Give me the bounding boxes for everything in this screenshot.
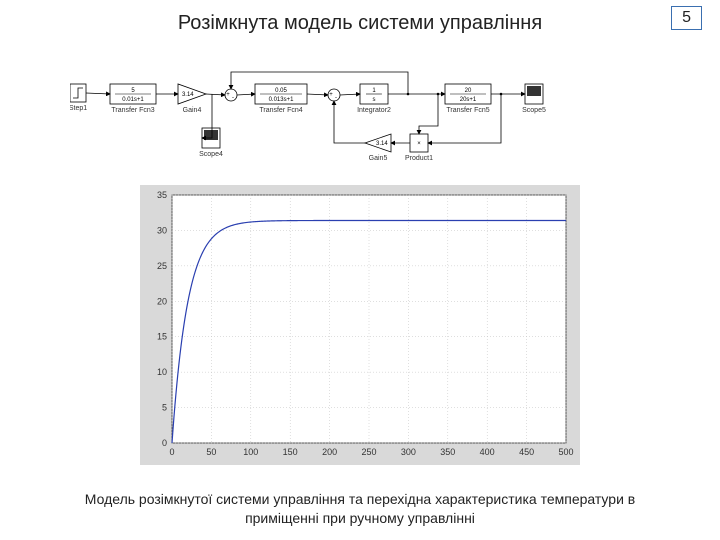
svg-text:Integrator2: Integrator2 bbox=[357, 107, 391, 114]
svg-text:30: 30 bbox=[157, 225, 167, 235]
svg-text:-: - bbox=[335, 95, 337, 101]
svg-text:0.01s+1: 0.01s+1 bbox=[122, 97, 144, 103]
step-response-chart: 0 50 100 150 200 250 300 350 400 450 500 0 5 10 15 20 25… bbox=[140, 185, 580, 465]
chart-svg: 0 50 100 150 200 250 300 350 400 450 500 0 5 10 15 20 25… bbox=[140, 185, 580, 465]
svg-text:0.013s+1: 0.013s+1 bbox=[269, 97, 295, 103]
svg-text:Scope5: Scope5 bbox=[522, 107, 546, 114]
svg-text:15: 15 bbox=[157, 332, 167, 342]
simulink-diagram: Step150.01s+1Transfer Fcn33.14Gain4+-0.0… bbox=[70, 56, 650, 176]
svg-text:100: 100 bbox=[243, 447, 258, 457]
svg-text:s: s bbox=[373, 97, 376, 103]
svg-text:25: 25 bbox=[157, 261, 167, 271]
svg-text:Gain5: Gain5 bbox=[369, 155, 388, 162]
svg-text:500: 500 bbox=[558, 447, 573, 457]
svg-text:3.14: 3.14 bbox=[182, 92, 194, 98]
svg-text:400: 400 bbox=[480, 447, 495, 457]
svg-text:+: + bbox=[329, 92, 333, 98]
svg-text:0.05: 0.05 bbox=[275, 88, 287, 94]
svg-text:350: 350 bbox=[440, 447, 455, 457]
svg-text:50: 50 bbox=[206, 447, 216, 457]
svg-text:300: 300 bbox=[401, 447, 416, 457]
svg-text:+: + bbox=[226, 92, 230, 98]
svg-text:20: 20 bbox=[157, 296, 167, 306]
svg-text:150: 150 bbox=[283, 447, 298, 457]
svg-text:Gain4: Gain4 bbox=[183, 107, 202, 114]
caption: Модель розімкнутої системи управління та… bbox=[80, 490, 640, 528]
svg-text:450: 450 bbox=[519, 447, 534, 457]
svg-text:20: 20 bbox=[465, 88, 472, 94]
svg-text:-: - bbox=[232, 95, 234, 101]
page-title: Розімкнута модель системи управління bbox=[0, 12, 720, 35]
svg-text:20s+1: 20s+1 bbox=[460, 97, 477, 103]
svg-text:10: 10 bbox=[157, 367, 167, 377]
svg-text:Transfer Fcn4: Transfer Fcn4 bbox=[259, 107, 302, 114]
svg-text:Scope4: Scope4 bbox=[199, 151, 223, 158]
svg-text:200: 200 bbox=[322, 447, 337, 457]
svg-text:Transfer Fcn3: Transfer Fcn3 bbox=[111, 107, 154, 114]
svg-text:×: × bbox=[417, 141, 421, 147]
svg-text:Step1: Step1 bbox=[70, 105, 87, 112]
svg-text:250: 250 bbox=[361, 447, 376, 457]
svg-text:5: 5 bbox=[162, 403, 167, 413]
svg-text:35: 35 bbox=[157, 190, 167, 200]
diagram-svg: Step150.01s+1Transfer Fcn33.14Gain4+-0.0… bbox=[70, 56, 650, 176]
svg-text:Product1: Product1 bbox=[405, 155, 433, 162]
svg-text:Transfer Fcn5: Transfer Fcn5 bbox=[446, 107, 489, 114]
svg-text:0: 0 bbox=[162, 438, 167, 448]
svg-text:3.14: 3.14 bbox=[376, 141, 388, 147]
svg-text:0: 0 bbox=[169, 447, 174, 457]
